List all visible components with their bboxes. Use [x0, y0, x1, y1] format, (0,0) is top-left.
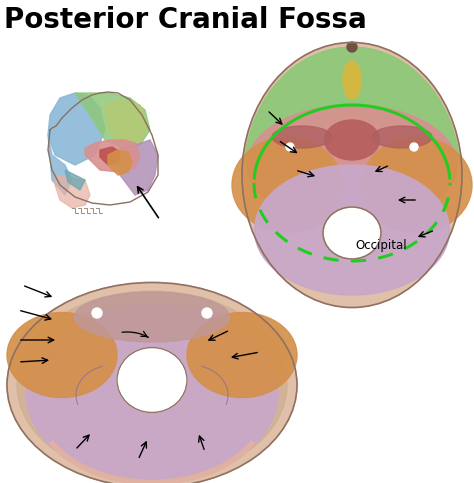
Ellipse shape: [17, 291, 287, 479]
Polygon shape: [108, 150, 132, 175]
Ellipse shape: [7, 313, 117, 398]
Text: Occipital: Occipital: [355, 239, 407, 252]
Polygon shape: [48, 93, 105, 165]
Ellipse shape: [187, 313, 297, 398]
Polygon shape: [100, 147, 120, 165]
Ellipse shape: [343, 61, 361, 99]
Circle shape: [202, 308, 212, 318]
Ellipse shape: [325, 120, 380, 160]
Text: Posterior Cranial Fossa: Posterior Cranial Fossa: [4, 6, 367, 34]
Ellipse shape: [372, 126, 432, 148]
Circle shape: [347, 42, 357, 52]
Ellipse shape: [242, 43, 462, 308]
Polygon shape: [75, 93, 150, 148]
Ellipse shape: [362, 138, 472, 232]
Ellipse shape: [255, 165, 449, 295]
Ellipse shape: [323, 207, 381, 259]
Ellipse shape: [74, 292, 229, 342]
Polygon shape: [120, 140, 158, 195]
Circle shape: [286, 143, 294, 151]
Ellipse shape: [272, 126, 332, 148]
Polygon shape: [65, 170, 85, 190]
Ellipse shape: [247, 105, 457, 225]
Ellipse shape: [26, 304, 278, 482]
Polygon shape: [55, 175, 90, 208]
Circle shape: [92, 308, 102, 318]
Polygon shape: [244, 47, 460, 155]
Polygon shape: [85, 140, 140, 172]
Ellipse shape: [7, 283, 297, 483]
Ellipse shape: [232, 138, 342, 232]
Circle shape: [410, 143, 418, 151]
Polygon shape: [48, 135, 72, 195]
Polygon shape: [105, 100, 148, 148]
Ellipse shape: [117, 347, 187, 412]
